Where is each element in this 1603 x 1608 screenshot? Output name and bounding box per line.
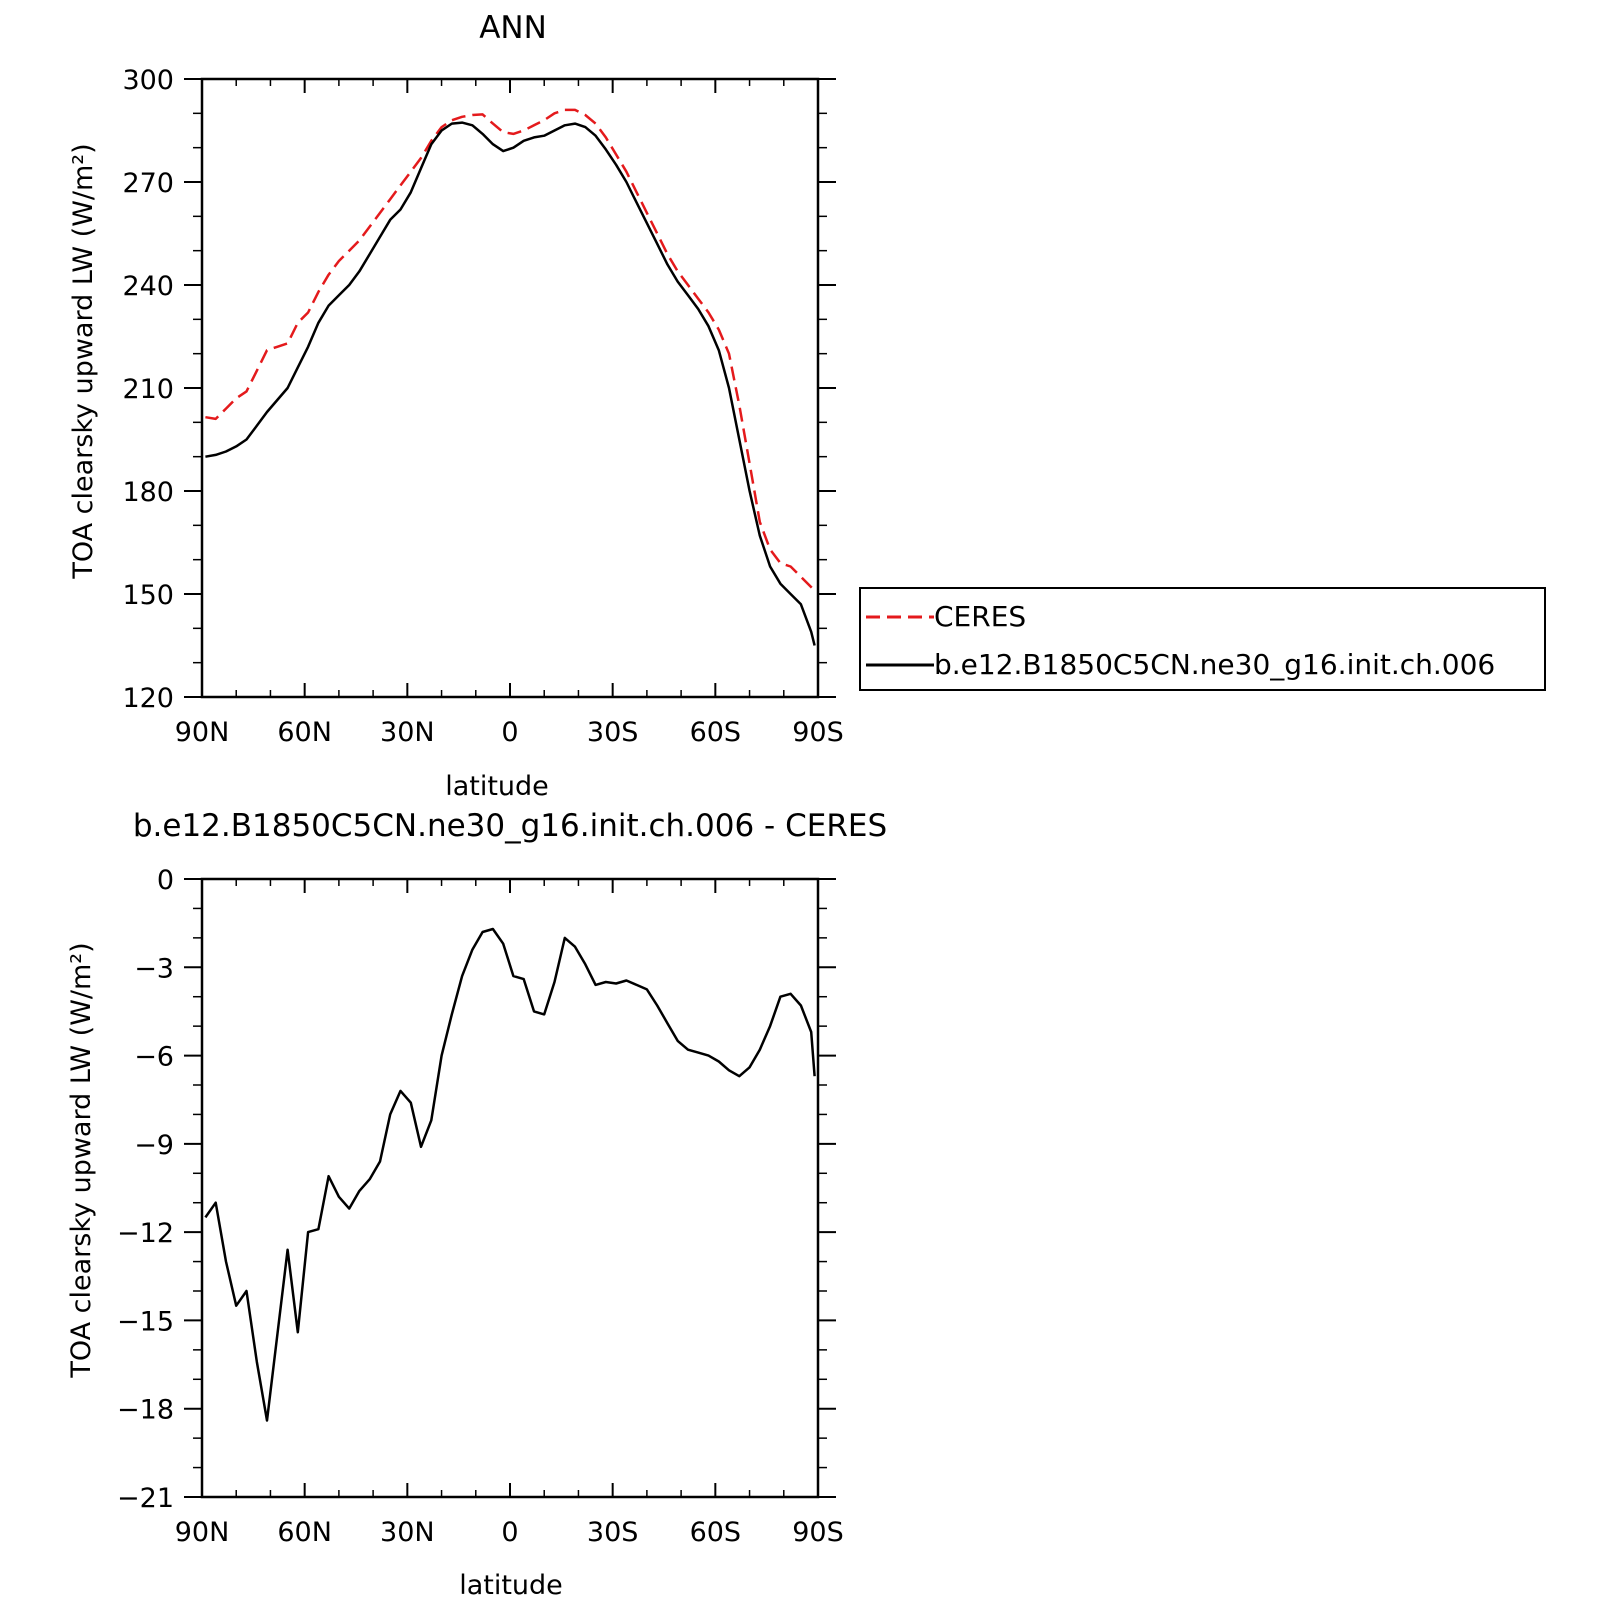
y-tick-label: −15 xyxy=(117,1306,174,1337)
bottom-panel: b.e12.B1850C5CN.ne30_g16.init.ch.006 - C… xyxy=(66,808,887,1601)
x-tick-label: 30S xyxy=(587,717,639,748)
x-tick-label: 60S xyxy=(690,717,742,748)
y-tick-label: −9 xyxy=(134,1130,174,1161)
y-tick-label: 0 xyxy=(157,865,174,896)
x-tick-label: 0 xyxy=(501,1517,518,1548)
plot-frame xyxy=(200,77,820,699)
series-line-0-0 xyxy=(205,108,816,592)
series-line-0-1 xyxy=(205,121,816,646)
plot-frame xyxy=(200,877,820,1499)
y-tick-label: 300 xyxy=(122,65,174,96)
legend-box xyxy=(859,587,1546,691)
x-tick-label: 0 xyxy=(501,717,518,748)
x-tick-label: 30S xyxy=(587,1517,639,1548)
y-tick-label: 150 xyxy=(122,580,174,611)
x-tick-label: 60N xyxy=(277,1517,332,1548)
x-tick-label: 30N xyxy=(380,1517,435,1548)
x-tick-label: 90N xyxy=(175,1517,230,1548)
y-tick-label: 240 xyxy=(122,271,174,302)
y-tick-label: 120 xyxy=(122,683,174,714)
legend-label-ceres: CERES xyxy=(934,600,1026,633)
bottom-y-axis-label: TOA clearsky upward LW (W/m²) xyxy=(66,942,97,1378)
x-tick-label: 90N xyxy=(175,717,230,748)
series-line-1-0 xyxy=(204,927,816,1422)
y-tick-label: −18 xyxy=(117,1395,174,1426)
top-x-axis-label: latitude xyxy=(445,771,549,802)
bottom-x-axis-label: latitude xyxy=(459,1570,563,1601)
bottom-chart-title: b.e12.B1850C5CN.ne30_g16.init.ch.006 - C… xyxy=(133,808,887,844)
x-tick-label: 90S xyxy=(792,1517,844,1548)
top-panel: ANN latitude TOA clearsky upward LW (W/m… xyxy=(68,10,1546,802)
top-legend: CERES b.e12.B1850C5CN.ne30_g16.init.ch.0… xyxy=(859,587,1546,691)
top-plot-area: 90N 60N 30N 0 30S 60S 90S 300 270 240 210 180 150 120 xyxy=(122,65,843,748)
y-tick-label: −3 xyxy=(134,953,174,984)
top-chart-title: ANN xyxy=(479,10,547,46)
y-tick-label: −21 xyxy=(117,1483,174,1514)
x-tick-label: 90S xyxy=(792,717,844,748)
top-y-axis-label: TOA clearsky upward LW (W/m²) xyxy=(68,143,99,579)
x-tick-label: 30N xyxy=(380,717,435,748)
y-tick-label: 270 xyxy=(122,168,174,199)
y-tick-label: −12 xyxy=(117,1218,174,1249)
x-tick-label: 60S xyxy=(690,1517,742,1548)
x-tick-label: 60N xyxy=(277,717,332,748)
y-tick-label: 210 xyxy=(122,374,174,405)
bottom-plot-area: 90N 60N 30N 0 30S 60S 90S 0 −3 −6 −9 −12 −15 −18 −21 xyxy=(117,865,844,1548)
legend-label-model: b.e12.B1850C5CN.ne30_g16.init.ch.006 xyxy=(934,648,1495,681)
y-tick-label: 180 xyxy=(122,477,174,508)
y-tick-label: −6 xyxy=(134,1042,174,1073)
